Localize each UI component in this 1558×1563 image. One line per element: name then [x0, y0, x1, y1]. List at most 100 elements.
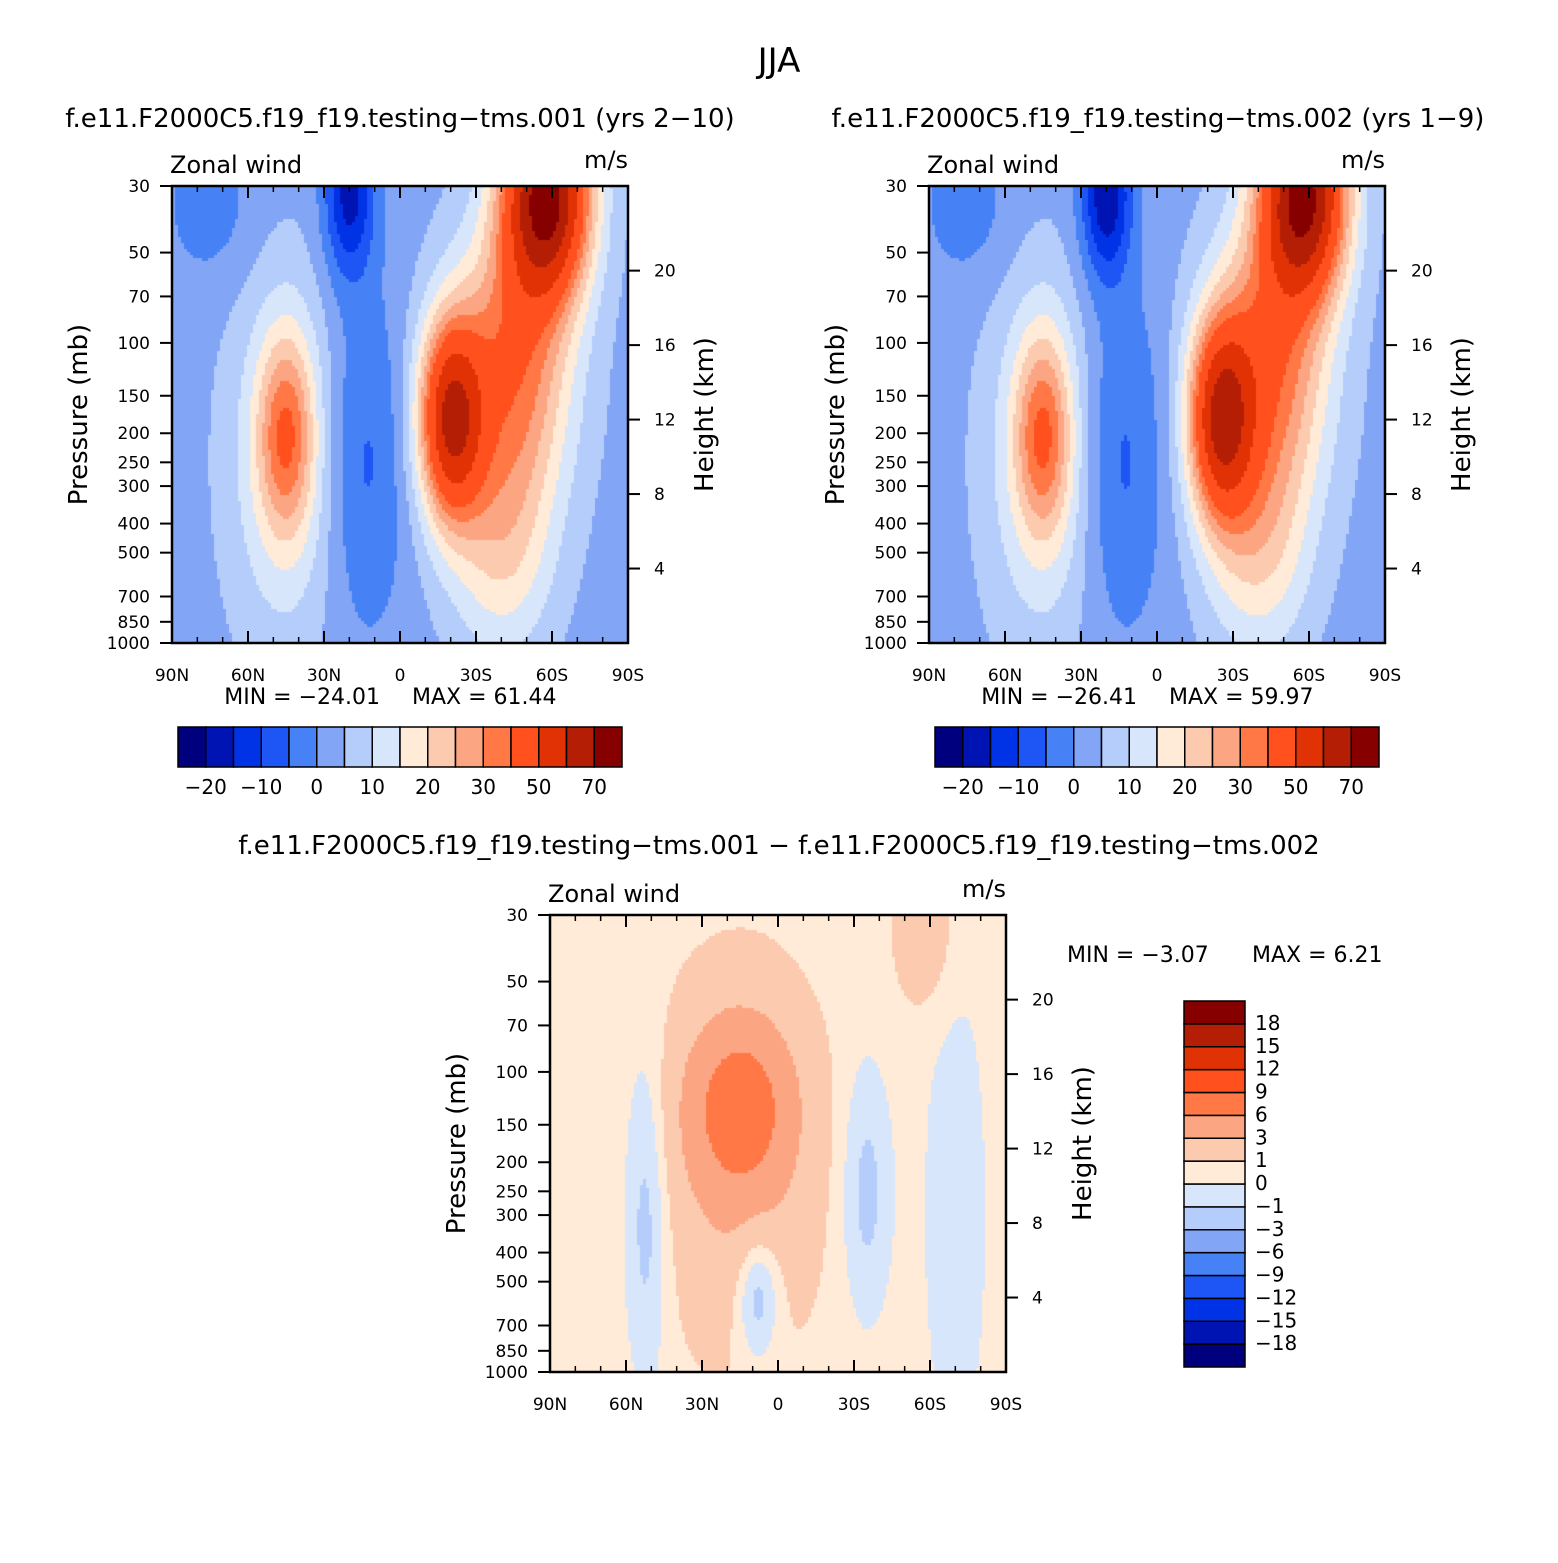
diff-colorbar-label: −12	[1255, 1285, 1297, 1309]
case1-ytick-label: 100	[118, 334, 150, 354]
case1-colorbar-box	[205, 726, 235, 768]
case1-colorbar-box	[343, 726, 373, 768]
diff-colorbar-label: −3	[1255, 1217, 1284, 1241]
diff-colorbar-box	[1183, 1183, 1246, 1208]
diff-colorbar-label: 15	[1255, 1034, 1280, 1058]
case1-y2tick-label: 20	[654, 262, 676, 282]
panel-case1: Zonal wind m/s 90N 60N 30N 0 30S 60S 90S 30 50 70 10…	[64, 146, 720, 799]
diff-colorbar-box	[1183, 1297, 1246, 1322]
case1-y2tick-label: 12	[654, 411, 676, 431]
case1-ytick-label: 150	[118, 387, 150, 407]
diff-colorbar-label: 18	[1255, 1011, 1280, 1035]
case2-ytick-label: 150	[875, 387, 907, 407]
diff-ytick-label: 500	[496, 1273, 528, 1293]
case1-colorbar-box	[565, 726, 595, 768]
case1-colorbar-box	[177, 726, 207, 768]
case2-colorbar-label: 70	[1339, 775, 1364, 799]
case1-ylabel2: Height (km)	[690, 337, 720, 492]
case2-colorbar-label: 0	[1067, 775, 1080, 799]
diff-colorbar-box	[1183, 1274, 1246, 1300]
case2-ytick-label: 300	[875, 477, 907, 497]
case1-ytick-label: 250	[118, 453, 150, 473]
case1-xtick-label: 60S	[536, 666, 568, 686]
case2-xtick-label: 30S	[1217, 666, 1249, 686]
case1-ytick-label: 300	[118, 477, 150, 497]
case1-colorbar-box	[510, 726, 540, 768]
diff-ytick-label: 70	[506, 1016, 528, 1036]
case1-xtick-label: 0	[395, 666, 406, 686]
diff-y2tick-label: 20	[1032, 991, 1054, 1011]
case1-xtick-label: 30N	[307, 666, 341, 686]
case1-xtick-label: 60N	[231, 666, 265, 686]
diff-y2tick-label: 8	[1032, 1214, 1043, 1234]
case1-colorbar-label: −10	[240, 775, 282, 799]
case1-left-string: Zonal wind	[170, 151, 302, 179]
case2-colorbar-box	[1211, 726, 1241, 768]
case2-colorbar-box	[1322, 726, 1352, 768]
case2-ytick-label: 1000	[864, 634, 907, 654]
case2-ytick-label: 50	[885, 244, 907, 264]
case1-colorbar-label: 0	[310, 775, 323, 799]
diff-colorbar-label: −1	[1255, 1194, 1284, 1218]
case2-field	[929, 186, 1385, 643]
case2-ytick-label: 200	[875, 424, 907, 444]
diff-ylabel2: Height (km)	[1068, 1066, 1098, 1221]
case2-colorbar-box	[1128, 726, 1158, 768]
case2-y2tick-label: 12	[1411, 411, 1433, 431]
case2-right-string: m/s	[1341, 146, 1385, 174]
case2-min-label: MIN = −26.41	[981, 685, 1137, 710]
case2-ytick-label: 250	[875, 453, 907, 473]
case1-ytick-label: 850	[118, 613, 150, 633]
case2-colorbar-box	[1295, 726, 1325, 768]
diff-xtick-label: 30N	[685, 1395, 719, 1415]
case1-colorbar-box	[593, 726, 623, 768]
diff-xtick-label: 30S	[838, 1395, 870, 1415]
case2-left-string: Zonal wind	[927, 151, 1059, 179]
diff-xtick-label: 90N	[533, 1395, 567, 1415]
case1-y2tick-label: 8	[654, 485, 665, 505]
diff-colorbar-box	[1183, 1229, 1246, 1254]
case2-colorbar-label: −20	[942, 775, 984, 799]
diff-ytick-label: 30	[506, 906, 528, 926]
case1-y2tick-label: 16	[654, 336, 676, 356]
case2-ylabel: Pressure (mb)	[821, 324, 851, 505]
diff-colorbar-label: 1	[1255, 1148, 1268, 1172]
case1-colorbar-box	[399, 726, 429, 768]
case2-y2tick-label: 16	[1411, 336, 1433, 356]
diff-colorbar-box	[1183, 1000, 1246, 1025]
diff-ytick-label: 50	[506, 973, 528, 993]
case1-colorbar-box	[482, 726, 512, 768]
diff-min-label: MIN = −3.07	[1067, 943, 1209, 968]
case1-ytick-label: 500	[118, 544, 150, 564]
case1-colorbar-box	[260, 726, 290, 768]
diff-left-string: Zonal wind	[548, 880, 680, 908]
case1-colorbar-label: 50	[526, 775, 551, 799]
case2-colorbar-label: 50	[1283, 775, 1308, 799]
case2-ytick-label: 70	[885, 287, 907, 307]
case1-min-label: MIN = −24.01	[224, 685, 380, 710]
case2-colorbar-box	[1017, 726, 1047, 768]
diff-colorbar-box	[1183, 1046, 1246, 1071]
case2-y2tick-label: 4	[1411, 560, 1422, 580]
case1-colorbar-box	[288, 726, 318, 768]
diff-colorbar-label: −15	[1255, 1308, 1297, 1332]
case2-colorbar-box	[1184, 726, 1214, 768]
case2-max-label: MAX = 59.97	[1169, 685, 1314, 710]
diff-colorbar-label: 3	[1255, 1125, 1268, 1149]
diff-xtick-label: 60S	[914, 1395, 946, 1415]
case1-ytick-label: 200	[118, 424, 150, 444]
diff-max-label: MAX = 6.21	[1252, 943, 1383, 968]
case2-colorbar-label: 30	[1228, 775, 1253, 799]
case1-field	[172, 186, 628, 643]
case2-xtick-label: 90N	[912, 666, 946, 686]
diff-colorbar-box	[1183, 1068, 1246, 1094]
case2-colorbar-label: 10	[1117, 775, 1142, 799]
diff-ytick-label: 150	[496, 1116, 528, 1136]
diff-ytick-label: 700	[496, 1317, 528, 1337]
diff-colorbar-label: 0	[1255, 1171, 1268, 1195]
diff-colorbar-box	[1183, 1160, 1246, 1185]
diff-xtick-label: 90S	[990, 1395, 1022, 1415]
diff-ytick-label: 400	[496, 1244, 528, 1264]
case2-xtick-label: 30N	[1064, 666, 1098, 686]
